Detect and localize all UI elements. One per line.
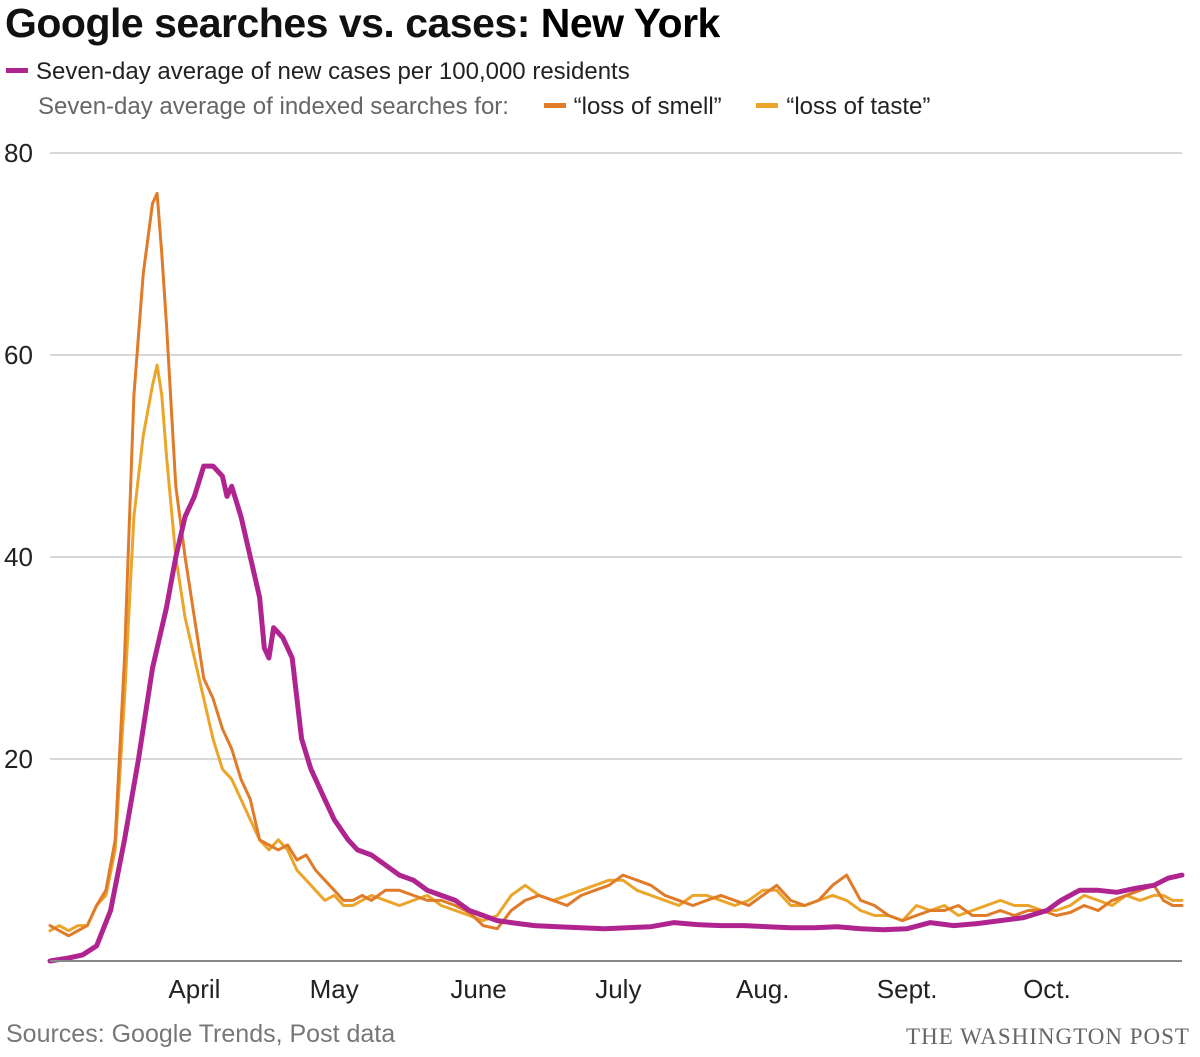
series-line-taste	[48, 363, 1184, 933]
grid	[50, 152, 1182, 760]
y-axis: 80 60 40 20	[4, 138, 33, 774]
chart-title: Google searches vs. cases: New York	[5, 0, 720, 47]
legend-cases-label: Seven-day average of new cases per 100,0…	[36, 58, 630, 85]
credit: THE WASHINGTON POST	[906, 1024, 1190, 1049]
x-tick-label: April	[168, 974, 220, 1004]
y-tick-label: 80	[4, 138, 33, 168]
x-tick-label: Oct.	[1023, 974, 1071, 1004]
sources-note: Sources: Google Trends, Post data	[6, 1020, 396, 1048]
series-line-cases	[47, 463, 1185, 964]
legend-smell-label: “loss of smell”	[573, 93, 722, 120]
title-bold: New York	[540, 0, 721, 46]
legend-smell-swatch	[543, 103, 566, 109]
series-line-smell	[48, 191, 1184, 938]
series-lines	[47, 191, 1185, 964]
x-tick-label: June	[450, 974, 506, 1004]
x-axis: April May June July Aug. Sept. Oct.	[168, 974, 1070, 1004]
x-tick-label: July	[595, 974, 641, 1004]
legend-taste-swatch	[756, 103, 779, 109]
legend-taste: “loss of taste”	[756, 93, 930, 120]
title-regular: Google searches vs. cases:	[5, 0, 541, 46]
y-tick-label: 40	[4, 542, 33, 572]
x-tick-label: May	[310, 974, 359, 1004]
y-tick-label: 60	[4, 340, 33, 370]
legend-smell: “loss of smell”	[543, 93, 722, 120]
x-tick-label: Aug.	[736, 974, 790, 1004]
legend-cases-swatch	[6, 68, 28, 74]
x-tick-label: Sept.	[877, 974, 938, 1004]
legend-cases: Seven-day average of new cases per 100,0…	[6, 58, 630, 86]
y-tick-label: 20	[4, 744, 33, 774]
legend-taste-label: “loss of taste”	[786, 93, 931, 120]
legend-searches: Seven-day average of indexed searches fo…	[38, 93, 930, 121]
legend-searches-prefix: Seven-day average of indexed searches fo…	[38, 93, 509, 120]
